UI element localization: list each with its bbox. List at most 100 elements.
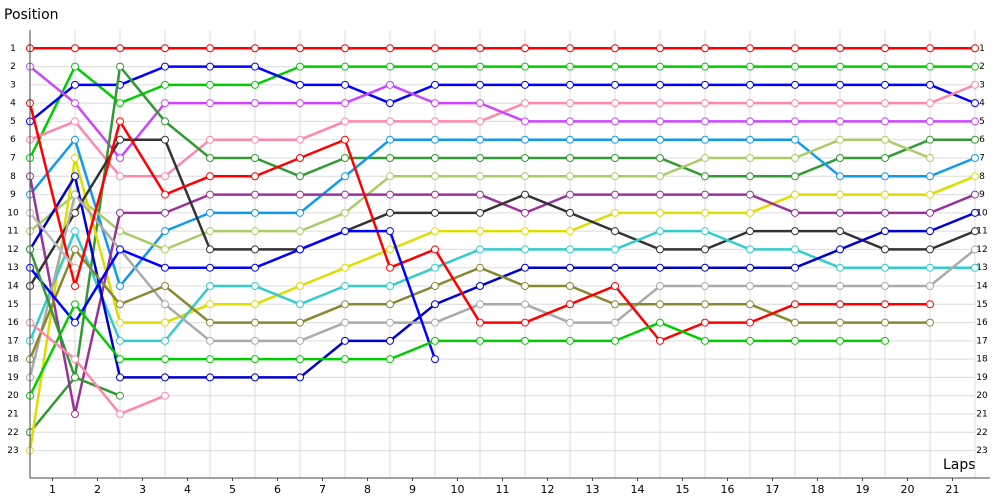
marker xyxy=(746,263,754,272)
marker xyxy=(341,62,349,71)
marker xyxy=(521,318,529,327)
marker xyxy=(116,62,124,71)
marker xyxy=(521,190,529,199)
marker xyxy=(386,300,394,309)
marker xyxy=(521,208,529,217)
marker xyxy=(656,44,664,53)
marker xyxy=(431,318,439,327)
marker xyxy=(701,172,709,181)
marker xyxy=(746,336,754,345)
marker xyxy=(836,44,844,53)
marker xyxy=(566,154,574,162)
marker xyxy=(746,227,754,236)
marker xyxy=(746,154,754,162)
marker xyxy=(476,336,484,345)
marker xyxy=(161,245,169,254)
x-tick-label: 7 xyxy=(319,483,326,496)
y-axis-label: Position xyxy=(4,7,59,23)
marker xyxy=(971,44,979,53)
marker xyxy=(431,99,439,108)
marker xyxy=(341,135,349,144)
y-tick-label: 3 xyxy=(10,80,16,90)
y-tick-label: 13 xyxy=(7,263,18,273)
marker xyxy=(296,62,304,71)
marker xyxy=(116,318,124,327)
y-tick-label-right: 3 xyxy=(979,80,985,90)
marker xyxy=(926,99,934,108)
x-tick-label: 9 xyxy=(409,483,416,496)
y-tick-label: 16 xyxy=(7,318,19,328)
marker xyxy=(296,300,304,309)
marker xyxy=(656,80,664,89)
marker xyxy=(971,172,979,181)
marker xyxy=(521,62,529,71)
x-tick-label: 20 xyxy=(901,483,915,496)
x-tick-label: 11 xyxy=(496,483,510,496)
marker xyxy=(206,245,214,254)
marker xyxy=(251,208,259,217)
y-tick-label-right: 6 xyxy=(979,135,985,145)
marker xyxy=(431,44,439,53)
series-line xyxy=(29,229,437,360)
marker xyxy=(521,227,529,236)
marker xyxy=(71,154,79,162)
marker xyxy=(521,263,529,272)
marker xyxy=(791,282,799,290)
x-tick-label: 21 xyxy=(946,483,960,496)
marker xyxy=(521,80,529,89)
marker xyxy=(476,44,484,53)
y-tick-label: 8 xyxy=(10,172,16,182)
marker xyxy=(71,44,79,53)
marker xyxy=(161,208,169,217)
y-tick-label-right: 7 xyxy=(979,154,985,164)
marker xyxy=(386,227,394,236)
marker xyxy=(656,318,664,327)
marker xyxy=(206,300,214,309)
marker xyxy=(746,99,754,108)
marker xyxy=(791,208,799,217)
marker xyxy=(881,172,889,181)
marker xyxy=(296,99,304,108)
marker xyxy=(701,117,709,126)
marker xyxy=(386,263,394,272)
y-tick-label: 4 xyxy=(10,99,16,109)
marker xyxy=(701,263,709,272)
marker xyxy=(881,135,889,144)
marker xyxy=(926,154,934,162)
marker xyxy=(971,62,979,71)
marker xyxy=(206,62,214,71)
marker xyxy=(71,282,79,290)
marker xyxy=(161,391,169,400)
marker xyxy=(476,135,484,144)
marker xyxy=(881,117,889,126)
y-tick-label-right: 2 xyxy=(979,62,985,72)
marker xyxy=(476,117,484,126)
marker xyxy=(386,62,394,71)
marker xyxy=(611,245,619,254)
marker xyxy=(566,282,574,290)
y-tick-label-right: 14 xyxy=(976,282,988,292)
marker xyxy=(566,227,574,236)
x-tick-label: 2 xyxy=(94,483,101,496)
marker xyxy=(926,135,934,144)
marker xyxy=(251,190,259,199)
marker xyxy=(476,263,484,272)
marker xyxy=(701,44,709,53)
marker xyxy=(251,336,259,345)
marker xyxy=(566,263,574,272)
marker xyxy=(701,154,709,162)
y-tick-label-right: 16 xyxy=(976,318,988,328)
marker xyxy=(296,135,304,144)
marker xyxy=(836,135,844,144)
marker xyxy=(116,245,124,254)
marker xyxy=(566,99,574,108)
y-tick-label: 5 xyxy=(10,117,16,127)
marker xyxy=(926,245,934,254)
marker xyxy=(566,300,574,309)
marker xyxy=(521,117,529,126)
marker xyxy=(251,44,259,53)
marker xyxy=(341,172,349,181)
marker xyxy=(611,172,619,181)
marker xyxy=(71,62,79,71)
marker xyxy=(791,300,799,309)
